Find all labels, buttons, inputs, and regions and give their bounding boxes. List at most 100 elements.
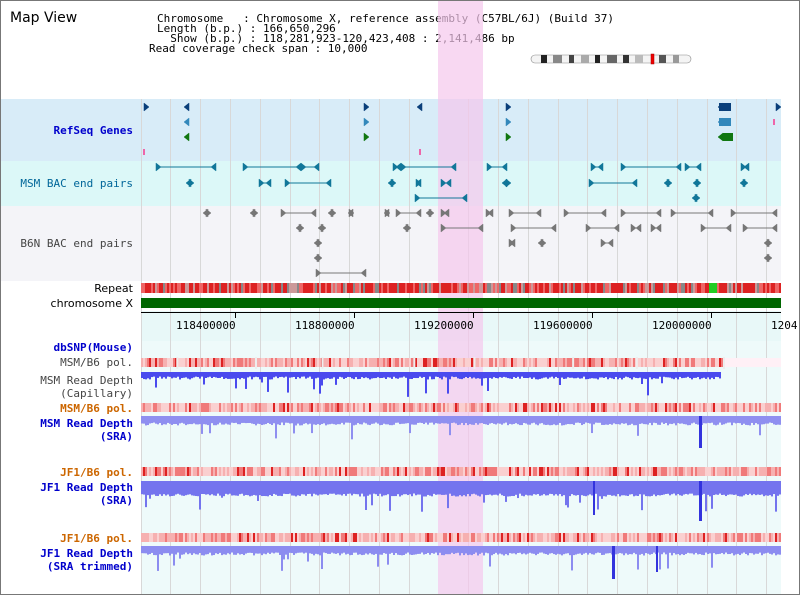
polymorphism-segment xyxy=(667,533,669,542)
read-depth-bar xyxy=(649,372,651,378)
polymorphism-segment xyxy=(433,403,435,412)
read-depth-bar xyxy=(257,481,259,501)
track-label-jf1-depth-sra[interactable]: JF1 Read Depth xyxy=(40,481,133,494)
polymorphism-segment xyxy=(683,533,685,542)
polymorphism-segment xyxy=(339,467,341,476)
bac-end-marker xyxy=(563,208,570,218)
read-depth-bar xyxy=(589,481,591,495)
read-depth-bar xyxy=(709,481,711,497)
read-depth-bar xyxy=(401,372,403,378)
read-depth-bar xyxy=(193,481,195,496)
read-depth-bar xyxy=(779,546,781,555)
read-depth-bar xyxy=(619,416,621,425)
polymorphism-segment xyxy=(649,467,651,476)
read-depth-bar xyxy=(459,546,461,556)
read-depth-bar xyxy=(145,372,147,380)
read-depth-bar xyxy=(677,546,679,555)
polymorphism-segment xyxy=(281,358,283,367)
read-depth-bar xyxy=(671,481,673,495)
polymorphism-segment xyxy=(645,403,647,412)
read-depth-bar xyxy=(383,372,385,378)
polymorphism-segment xyxy=(437,533,439,542)
read-depth-bar xyxy=(293,416,295,434)
polymorphism-segment xyxy=(377,533,379,542)
track-label-jf1-depth-trimmed[interactable]: JF1 Read Depth xyxy=(40,547,133,560)
repeat-segment xyxy=(599,283,601,293)
read-depth-bar xyxy=(393,372,395,377)
polymorphism-segment xyxy=(383,533,385,542)
polymorphism-segment xyxy=(327,403,329,412)
track-label-dbsnp[interactable]: dbSNP(Mouse) xyxy=(53,341,133,354)
track-label-msm-bac[interactable]: MSM BAC end pairs xyxy=(20,177,133,190)
polymorphism-segment xyxy=(777,533,779,542)
read-depth-bar xyxy=(475,546,477,553)
read-depth-bar xyxy=(151,481,153,495)
read-depth-bar xyxy=(297,416,299,424)
polymorphism-segment xyxy=(157,403,159,412)
polymorphism-segment xyxy=(371,467,373,476)
track-label-msm-depth-sra[interactable]: MSM Read Depth xyxy=(40,417,133,430)
polymorphism-segment xyxy=(265,467,267,476)
track-label-jf1-b6-pol[interactable]: JF1/B6 pol. xyxy=(60,466,133,479)
track-label-msm-b6-pol-2[interactable]: MSM/B6 pol. xyxy=(60,402,133,415)
read-depth-bar xyxy=(701,372,703,379)
repeat-segment xyxy=(583,283,585,293)
chromosome-ideogram[interactable] xyxy=(529,53,699,67)
track-label-msm-depth-capillary[interactable]: MSM Read Depth xyxy=(40,374,133,387)
read-depth-bar xyxy=(349,481,351,494)
read-depth-bar xyxy=(309,481,311,494)
read-depth-bar xyxy=(259,372,261,380)
read-depth-bar xyxy=(235,546,237,555)
polymorphism-segment xyxy=(489,533,491,542)
track-label-msm-b6-pol[interactable]: MSM/B6 pol. xyxy=(60,356,133,369)
polymorphism-segment xyxy=(159,403,161,412)
polymorphism-segment xyxy=(227,533,229,542)
read-depth-bar xyxy=(753,416,755,425)
read-depth-bar xyxy=(687,481,689,495)
polymorphism-segment xyxy=(761,403,763,412)
polymorphism-segment xyxy=(749,358,751,367)
track-label-b6n-bac[interactable]: B6N BAC end pairs xyxy=(20,237,133,250)
read-depth-bar xyxy=(653,372,655,379)
polymorphism-segment xyxy=(247,467,249,476)
polymorphism-segment xyxy=(189,533,191,542)
read-depth-bar xyxy=(165,416,167,425)
repeat-segment xyxy=(729,283,731,293)
read-depth-bar xyxy=(365,546,367,554)
polymorphism-segment xyxy=(421,403,423,412)
polymorphism-segment xyxy=(589,467,591,476)
read-depth-bar xyxy=(567,481,569,508)
read-depth-bar xyxy=(621,481,623,496)
read-depth-bar xyxy=(623,372,625,378)
read-depth-bar xyxy=(751,481,753,496)
repeat-segment xyxy=(453,283,455,293)
polymorphism-segment xyxy=(597,533,599,542)
repeat-segment xyxy=(657,283,659,293)
highlight-region[interactable] xyxy=(438,1,483,594)
read-depth-bar xyxy=(183,546,185,555)
bac-end-marker xyxy=(392,162,399,172)
bac-end-marker xyxy=(425,208,432,218)
read-depth-bar xyxy=(329,416,331,425)
read-depth-bar xyxy=(387,416,389,425)
read-depth-bar xyxy=(601,416,603,425)
polymorphism-segment xyxy=(187,533,189,542)
polymorphism-segment xyxy=(315,467,317,476)
polymorphism-segment xyxy=(539,403,541,412)
polymorphism-segment xyxy=(513,533,515,542)
read-depth-bar xyxy=(343,416,345,425)
polymorphism-segment xyxy=(701,358,703,367)
polymorphism-segment xyxy=(571,403,573,412)
track-label-refseq[interactable]: RefSeq Genes xyxy=(53,124,133,137)
read-depth-bar xyxy=(647,372,649,396)
polymorphism-segment xyxy=(395,403,397,412)
read-depth-bar xyxy=(423,372,425,378)
read-depth-bar xyxy=(279,372,281,378)
track-label-jf1-b6-pol-2[interactable]: JF1/B6 pol. xyxy=(60,532,133,545)
read-depth-bar xyxy=(503,481,505,496)
read-depth-bar xyxy=(205,372,207,378)
polymorphism-segment xyxy=(169,358,171,367)
polymorphism-segment xyxy=(467,467,469,476)
polymorphism-segment xyxy=(477,533,479,542)
